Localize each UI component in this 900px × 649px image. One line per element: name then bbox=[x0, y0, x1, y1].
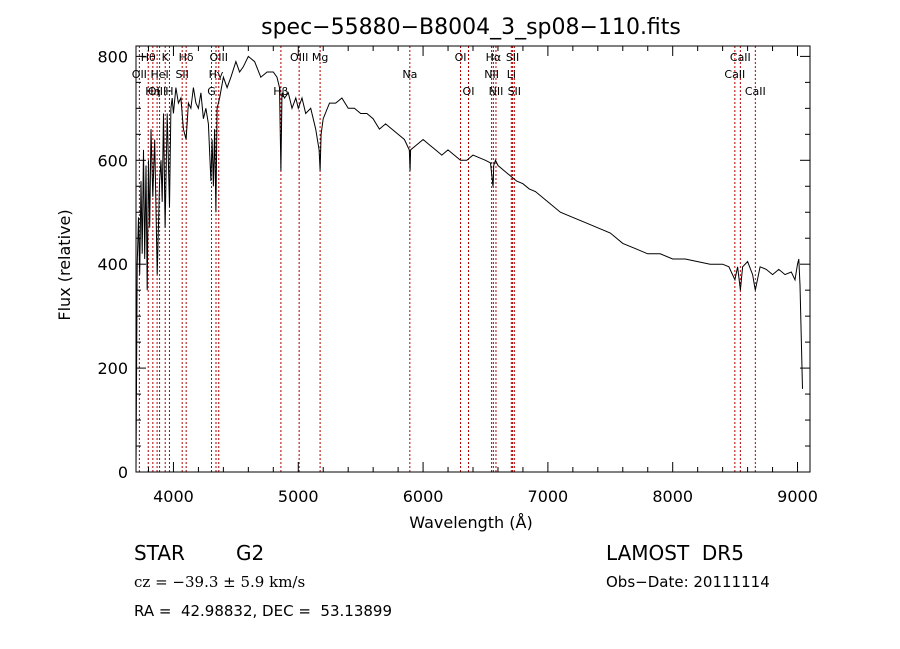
subclass: G2 bbox=[236, 541, 265, 565]
line-label: SII bbox=[508, 85, 521, 98]
line-label: Li bbox=[507, 68, 516, 81]
x-axis-ticks: 4000 5000 6000 7000 8000 9000 bbox=[147, 46, 818, 506]
line-label: OII bbox=[132, 68, 147, 81]
y-axis-label: Flux (relative) bbox=[55, 209, 74, 320]
line-label: CaII bbox=[724, 68, 745, 81]
line-label: OIII bbox=[148, 85, 166, 98]
chart-title: spec−55880−B8004_3_sp08−110.fits bbox=[261, 15, 681, 40]
observation-date: Obs−Date: 20111114 bbox=[606, 573, 770, 591]
line-label: Hβ bbox=[273, 85, 288, 98]
y-axis-ticks: 0 200 400 600 800 bbox=[97, 47, 810, 482]
line-label: Na bbox=[402, 68, 417, 81]
line-label: Hη bbox=[145, 85, 160, 98]
line-label: CaII bbox=[730, 51, 751, 64]
line-label: Hδ bbox=[179, 51, 194, 64]
line-label: H bbox=[165, 85, 173, 98]
x-tick-label: 9000 bbox=[777, 487, 818, 506]
line-label: CaII bbox=[745, 85, 766, 98]
line-label: HeI bbox=[150, 68, 168, 81]
x-axis-label: Wavelength (Å) bbox=[409, 513, 532, 532]
line-label: Hα bbox=[486, 51, 502, 64]
line-label: Hθ bbox=[141, 51, 156, 64]
line-label: G bbox=[207, 85, 216, 98]
line-label: SII bbox=[506, 51, 519, 64]
y-tick-label: 0 bbox=[118, 463, 128, 482]
line-label: Mg bbox=[312, 51, 328, 64]
line-label: OIII bbox=[290, 51, 308, 64]
y-tick-label: 800 bbox=[97, 47, 128, 66]
x-tick-label: 6000 bbox=[403, 487, 444, 506]
x-tick-label: 7000 bbox=[528, 487, 569, 506]
object-class: STAR bbox=[134, 541, 185, 565]
line-label: OI bbox=[463, 85, 475, 98]
x-tick-label: 4000 bbox=[153, 487, 194, 506]
ra-dec: RA = 42.98832, DEC = 53.13899 bbox=[134, 602, 393, 620]
line-label: SII bbox=[175, 68, 188, 81]
line-label: Hγ bbox=[209, 68, 224, 81]
plot-frame bbox=[135, 45, 811, 473]
y-tick-label: 400 bbox=[97, 255, 128, 274]
y-tick-label: 200 bbox=[97, 359, 128, 378]
line-label: K bbox=[162, 51, 170, 64]
x-tick-label: 8000 bbox=[652, 487, 693, 506]
y-tick-label: 600 bbox=[97, 151, 128, 170]
spectrum-series bbox=[135, 55, 803, 473]
line-label: NII bbox=[489, 85, 504, 98]
survey-name: LAMOST DR5 bbox=[606, 541, 744, 565]
spectral-line-markers bbox=[138, 46, 756, 472]
line-label: NII bbox=[484, 68, 499, 81]
x-tick-label: 5000 bbox=[278, 487, 319, 506]
line-label: OIII bbox=[210, 51, 228, 64]
line-label: OI bbox=[455, 51, 467, 64]
redshift-velocity: cz = −39.3 ± 5.9 km/s bbox=[134, 573, 306, 591]
